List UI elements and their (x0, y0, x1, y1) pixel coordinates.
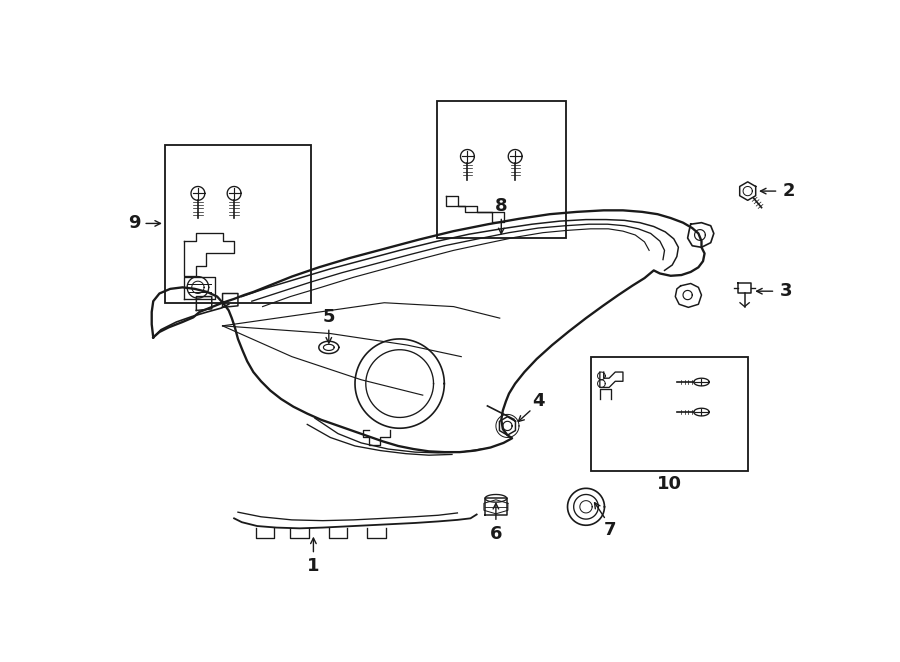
Bar (436, 101, 566, 238)
Text: 9: 9 (128, 214, 140, 232)
Bar (165, 145, 311, 303)
Text: 8: 8 (495, 197, 508, 214)
Text: 6: 6 (490, 525, 502, 543)
Bar (590, 357, 749, 471)
Text: 5: 5 (322, 308, 335, 326)
Text: 4: 4 (532, 393, 544, 410)
Text: 3: 3 (780, 282, 792, 300)
Text: 2: 2 (782, 182, 795, 200)
Text: 10: 10 (657, 475, 681, 493)
Text: 7: 7 (604, 521, 617, 539)
Text: 1: 1 (307, 557, 320, 575)
